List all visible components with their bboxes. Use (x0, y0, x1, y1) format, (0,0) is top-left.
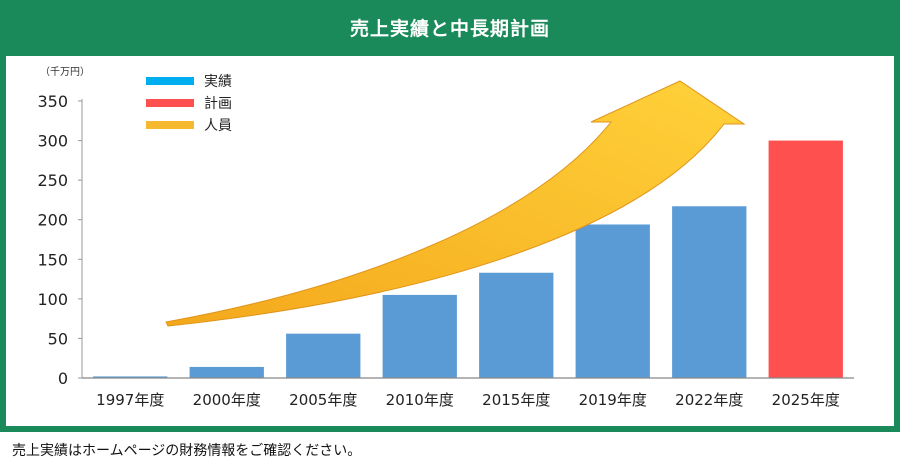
bar-actual (93, 376, 168, 378)
legend-swatch (146, 121, 194, 129)
bar-actual (479, 272, 554, 378)
bar-plan (768, 140, 843, 378)
bar-actual (286, 333, 361, 378)
chart-title: 売上実績と中長期計画 (349, 17, 550, 40)
x-tick-label: 2019年度 (579, 391, 647, 409)
bar-actual (672, 206, 747, 378)
chart-panel: 売上実績と中長期計画 （千万円） 0 50 100 150 200 250 300 350 199… (0, 0, 900, 432)
y-tick-label: 0 (58, 369, 68, 388)
y-tick-label: 200 (37, 211, 68, 230)
y-axis-unit-label: （千万円） (40, 66, 90, 78)
y-tick-label: 350 (37, 92, 68, 111)
y-tick-label: 100 (37, 290, 68, 309)
y-tick-label: 50 (48, 329, 68, 348)
x-tick-label: 1997年度 (96, 391, 164, 409)
legend-swatch (146, 99, 194, 107)
growth-arrow (165, 80, 746, 327)
bar-actual (382, 294, 457, 378)
footnote: 売上実績はホームページの財務情報をご確認ください。 (12, 443, 362, 459)
legend-label: 人員 (204, 118, 232, 134)
bar-chart: （千万円） 0 50 100 150 200 250 300 350 1997年度 2000年度 20… (37, 66, 854, 409)
x-tick-label: 2000年度 (193, 391, 261, 409)
x-tick-label: 2022年度 (675, 391, 743, 409)
y-tick-label: 150 (37, 250, 68, 269)
x-tick-label: 2025年度 (772, 391, 840, 409)
bar-actual (189, 366, 264, 378)
x-tick-label: 2010年度 (386, 391, 454, 409)
legend-swatch (146, 77, 194, 85)
y-tick-label: 300 (37, 132, 68, 151)
legend-label: 計画 (204, 96, 232, 112)
chart-area: （千万円） 0 50 100 150 200 250 300 350 1997年度 2000年度 20… (6, 56, 894, 426)
y-tick-label: 250 (37, 171, 68, 190)
bar-actual (575, 224, 650, 378)
legend-label: 実績 (204, 74, 232, 90)
x-tick-label: 2015年度 (482, 391, 550, 409)
x-tick-label: 2005年度 (289, 391, 357, 409)
